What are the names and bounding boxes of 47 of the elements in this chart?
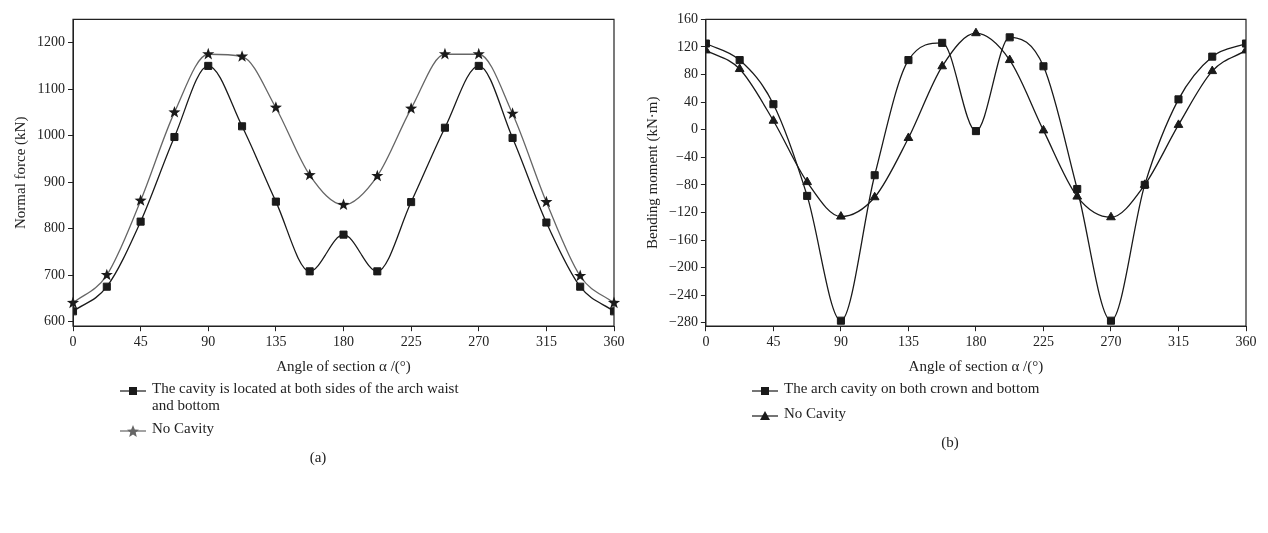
y-tick-label: 1200: [37, 34, 65, 50]
x-tick-label: 180: [333, 334, 354, 350]
x-tick-label: 225: [400, 334, 422, 350]
y-tick-label: 120: [676, 38, 698, 54]
y-tick-label: −240: [668, 286, 698, 302]
y-tick-label: −200: [668, 259, 698, 275]
y-tick-label: −120: [668, 204, 698, 220]
x-tick-label: 270: [468, 334, 490, 350]
legend-label: The arch cavity on both crown and bottom: [784, 380, 1040, 397]
x-tick-label: 90: [833, 334, 848, 350]
x-tick-label: 315: [535, 334, 557, 350]
x-tick-label: 315: [1167, 334, 1189, 350]
x-axis-title: Angle of section α /(°): [908, 357, 1044, 375]
x-tick-label: 270: [1100, 334, 1122, 350]
y-axis-title: Bending moment (kN·m): [643, 96, 661, 250]
y-tick-label: 600: [44, 313, 65, 329]
x-tick-label: 135: [265, 334, 287, 350]
y-tick-label: −40: [675, 148, 698, 164]
x-tick-label: 45: [766, 334, 781, 350]
legend-label: No Cavity: [152, 420, 215, 437]
x-tick-label: 360: [1235, 334, 1257, 350]
y-tick-label: 0: [690, 121, 698, 137]
y-tick-label: 40: [683, 93, 698, 109]
y-tick-label: 800: [44, 220, 65, 236]
legend-label: The cavity is located at both sides of the arch waist and bottom: [152, 380, 460, 414]
y-tick-label: 160: [676, 11, 698, 27]
y-tick-label: 900: [44, 173, 65, 189]
y-axis-title: Normal force (kN): [11, 116, 29, 230]
y-tick-label: −80: [675, 176, 698, 192]
y-tick-label: 80: [683, 66, 698, 82]
x-tick-label: 90: [201, 334, 216, 350]
legend-label: No Cavity: [784, 405, 847, 422]
y-tick-label: 700: [44, 266, 65, 282]
y-tick-label: −160: [668, 231, 698, 247]
y-tick-label: 1000: [37, 127, 65, 143]
x-axis-title: Angle of section α /(°): [276, 357, 411, 375]
x-tick-label: 360: [603, 334, 625, 350]
x-tick-label: 0: [69, 334, 77, 350]
text: (b): [940, 434, 960, 451]
y-tick-label: −280: [668, 314, 698, 330]
x-tick-label: 45: [133, 334, 148, 350]
x-tick-label: 180: [965, 334, 987, 350]
y-tick-label: 1100: [37, 80, 65, 96]
text: (a): [308, 449, 328, 466]
x-tick-label: 135: [897, 334, 919, 350]
x-tick-label: 0: [702, 334, 710, 350]
x-tick-label: 225: [1032, 334, 1054, 350]
